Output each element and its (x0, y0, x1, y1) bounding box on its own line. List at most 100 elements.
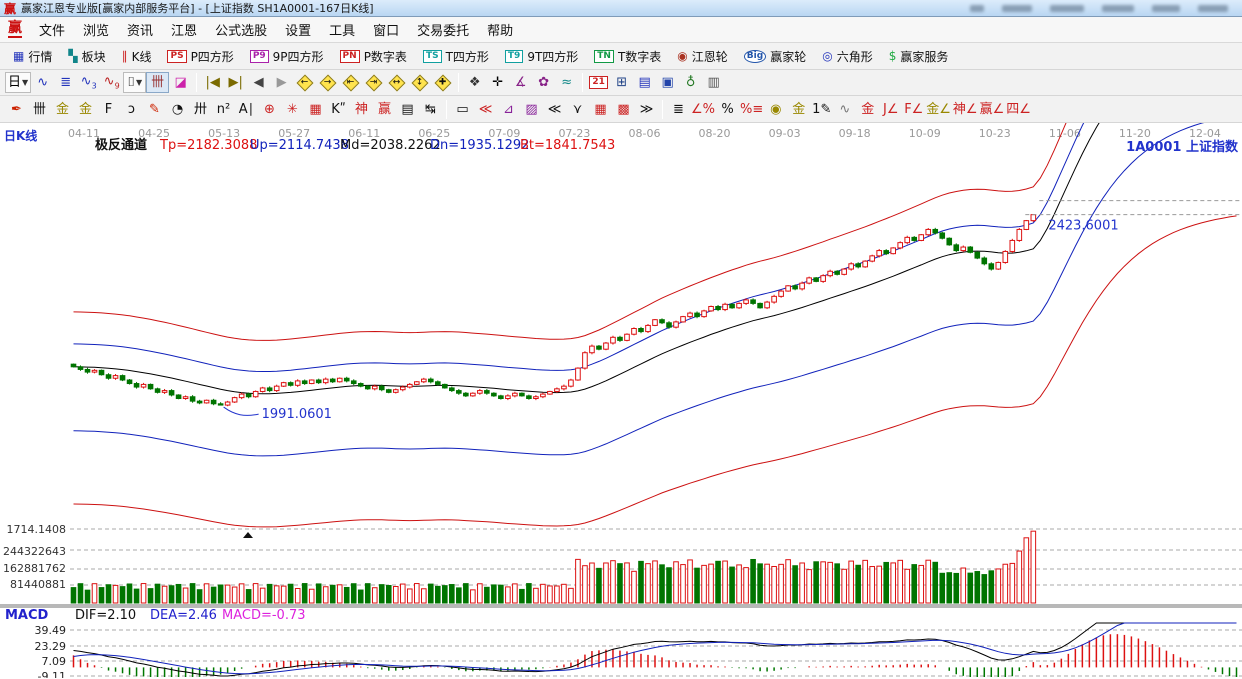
star-grid[interactable]: ✳ (281, 99, 304, 120)
angle-gold[interactable]: 金∠ (925, 99, 952, 120)
width-measure[interactable]: ↹ (419, 99, 442, 120)
candle-style-combo[interactable]: ⌷ ▼ (123, 72, 147, 93)
gold-circle[interactable]: ◉ (764, 99, 787, 120)
titlebar-faint-item[interactable] (1152, 4, 1180, 12)
draw-brush[interactable]: ✒ (5, 99, 28, 120)
step-back-button[interactable]: ◀ (247, 72, 270, 93)
crosshair-button[interactable]: ✛ (486, 72, 509, 93)
fan-black[interactable]: ≪ (543, 99, 566, 120)
gold-box[interactable]: 金 (856, 99, 879, 120)
f10-info-icon[interactable]: ≣ (54, 72, 77, 93)
angle-7pct[interactable]: ∠% (690, 99, 716, 120)
f-scale[interactable]: F (97, 99, 120, 120)
titlebar-faint-item[interactable] (970, 4, 984, 12)
calendar-21-button[interactable]: 21 (587, 72, 610, 93)
gold-lines[interactable]: 金 (787, 99, 810, 120)
n-square[interactable]: n² (212, 99, 235, 120)
titlebar-faint-item[interactable] (1198, 4, 1228, 12)
jump-start-button[interactable]: |◀ (201, 72, 224, 93)
ruler-123[interactable]: ▤ (396, 99, 419, 120)
shen-tool[interactable]: 神 (350, 99, 373, 120)
t-number-button[interactable]: TN T数字表 (586, 46, 669, 67)
gua-wave[interactable]: ∿ (833, 99, 856, 120)
ying-tool[interactable]: 赢 (373, 99, 396, 120)
cycle-clock[interactable]: ◔ (166, 99, 189, 120)
grid-red-2[interactable]: ▩ (612, 99, 635, 120)
angle-ying[interactable]: 赢∠ (979, 99, 1006, 120)
reset-zoom-button[interactable]: ✚ (431, 72, 454, 93)
calculator-button[interactable]: ⊞ (610, 72, 633, 93)
titlebar-faint-item[interactable] (1002, 4, 1032, 12)
angle-f[interactable]: F∠ (902, 99, 925, 120)
profile-histogram-icon[interactable]: ◪ (169, 72, 192, 93)
gann-scale[interactable]: 卌 (28, 99, 51, 120)
menu-file[interactable]: 文件 (39, 24, 66, 39)
period-day-combo[interactable]: 日 ▼ (5, 72, 32, 93)
jump-end-button[interactable]: ▶| (224, 72, 247, 93)
slant-lines[interactable]: ≫ (635, 99, 658, 120)
chip-distribution-button[interactable]: 卌 (146, 72, 170, 93)
menu-tools[interactable]: 工具 (329, 24, 356, 39)
t9-square-button[interactable]: T9 9T四方形 (497, 46, 586, 67)
angle-j[interactable]: J∠ (879, 99, 902, 120)
spiral-tool[interactable]: ↄ (120, 99, 143, 120)
gold-scale-2[interactable]: 金 (74, 99, 97, 120)
winner-service-button[interactable]: $ 赢家服务 (881, 46, 957, 67)
web-button[interactable]: ♁ (679, 72, 702, 93)
menu-gann[interactable]: 江恩 (171, 24, 198, 39)
grid-red-1[interactable]: ▦ (589, 99, 612, 120)
trend-wave-icon[interactable]: ∿ (31, 72, 54, 93)
menu-browse[interactable]: 浏览 (83, 24, 110, 39)
quotes-button[interactable]: ▦ 行情 (5, 46, 60, 67)
titlebar-faint-item[interactable] (1102, 4, 1134, 12)
t-square-button[interactable]: TS T四方形 (415, 46, 497, 67)
fan-box-purple[interactable]: ⊿ (497, 99, 520, 120)
fan-red[interactable]: ≪ (474, 99, 497, 120)
ladder-chart[interactable]: ≣ (667, 99, 690, 120)
menu-settings[interactable]: 设置 (285, 24, 312, 39)
menu-help[interactable]: 帮助 (487, 24, 514, 39)
save-image-button[interactable]: ▣ (656, 72, 679, 93)
menu-window[interactable]: 窗口 (373, 24, 400, 39)
panel-separator[interactable] (0, 604, 1242, 608)
menu-trade[interactable]: 交易委托 (417, 24, 470, 39)
shade-box-purple[interactable]: ▨ (520, 99, 543, 120)
kline-button[interactable]: ∥ K线 (114, 46, 160, 67)
square-grid[interactable]: ▦ (304, 99, 327, 120)
percent-lines[interactable]: %≡ (739, 99, 764, 120)
winner-wheel-button[interactable]: Big 赢家轮 (736, 46, 814, 67)
menu-formula-pick[interactable]: 公式选股 (215, 24, 268, 39)
gold-scale-1[interactable]: 金 (51, 99, 74, 120)
angle-si[interactable]: 四∠ (1005, 99, 1032, 120)
wave-3-icon[interactable]: ∿3 (77, 72, 100, 93)
pen-ruler[interactable]: ✎ (143, 99, 166, 120)
measure-angle-button[interactable]: ∡ (509, 72, 532, 93)
gann-wheel-button[interactable]: ◉ 江恩轮 (669, 46, 736, 67)
angle-shen[interactable]: 神∠ (952, 99, 979, 120)
pan-left-button[interactable]: ← (293, 72, 316, 93)
gann-shape-button[interactable]: ✿ (532, 72, 555, 93)
hand-pan-button[interactable]: ❖ (463, 72, 486, 93)
zoom-out-x-button[interactable]: ⇤ (339, 72, 362, 93)
k-quote[interactable]: Kʺ (327, 99, 350, 120)
one-pen[interactable]: 1✎ (810, 99, 833, 120)
box-tool[interactable]: ▭ (451, 99, 474, 120)
print-button[interactable]: ▥ (702, 72, 725, 93)
v-dotted[interactable]: ⋎ (566, 99, 589, 120)
p9-square-button[interactable]: P9 9P四方形 (242, 46, 332, 67)
notes-button[interactable]: ▤ (633, 72, 656, 93)
menu-news[interactable]: 资讯 (127, 24, 154, 39)
p-number-button[interactable]: PN P数字表 (332, 46, 415, 67)
titlebar-faint-item[interactable] (1050, 4, 1084, 12)
wave-9-icon[interactable]: ∿9 (100, 72, 123, 93)
pan-right-button[interactable]: → (316, 72, 339, 93)
hexagon-button[interactable]: ◎ 六角形 (814, 46, 881, 67)
percent-tool[interactable]: % (716, 99, 739, 120)
zoom-in-x-button[interactable]: ⇥ (362, 72, 385, 93)
compress-y-button[interactable]: ↕ (408, 72, 431, 93)
target-circle[interactable]: ⊕ (258, 99, 281, 120)
ruler-ticks[interactable]: 卅 (189, 99, 212, 120)
sectors-button[interactable]: ▚ 板块 (60, 46, 113, 67)
p-square-button[interactable]: PS P四方形 (159, 46, 241, 67)
